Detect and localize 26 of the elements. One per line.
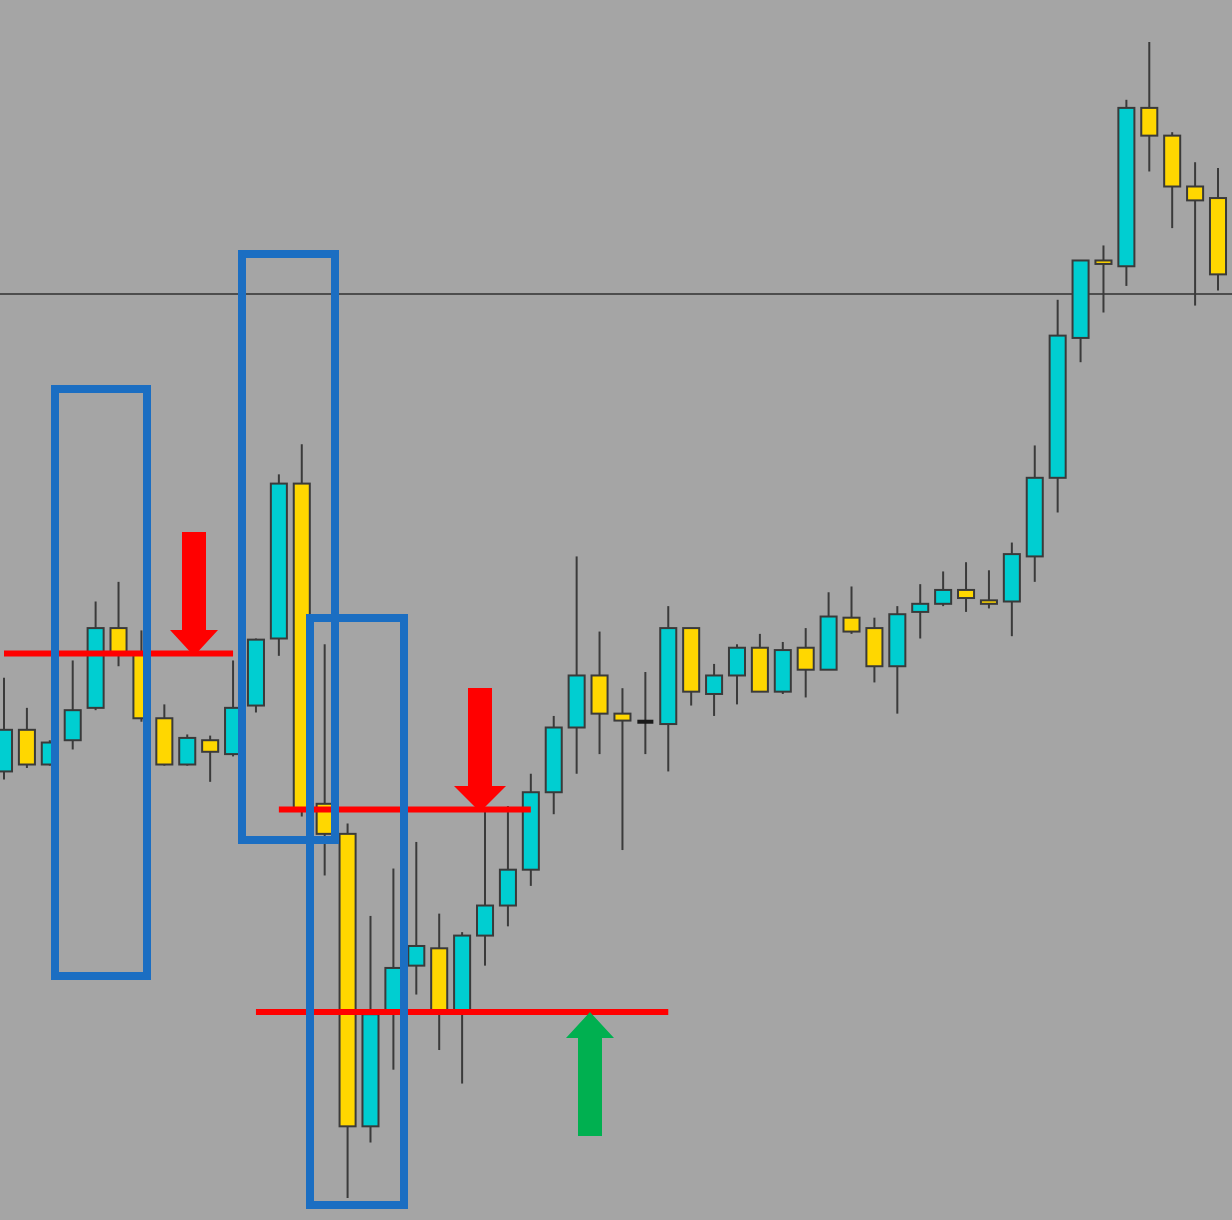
- candlestick: [727, 643, 746, 706]
- candlestick: [1186, 161, 1205, 307]
- candlestick: [155, 703, 174, 767]
- candlestick: [498, 805, 517, 928]
- candlestick: [1140, 41, 1159, 173]
- candlestick: [17, 706, 36, 769]
- candlestick: [613, 687, 632, 852]
- candlestick: [590, 630, 609, 756]
- candlestick: [796, 627, 815, 699]
- candlestick: [63, 659, 82, 751]
- candlestick: [407, 840, 426, 996]
- candlestick: [178, 733, 197, 767]
- candlestick: [1002, 541, 1021, 638]
- candlestick: [979, 569, 998, 610]
- candlestick: [1094, 244, 1113, 314]
- candlestick: [957, 561, 976, 613]
- candlestick: [201, 734, 220, 783]
- candlestick: [842, 585, 861, 635]
- candlestick: [934, 570, 953, 608]
- candlestick: [705, 662, 724, 717]
- candlestick: [773, 640, 792, 695]
- candlestick: [476, 807, 495, 967]
- candlestick: [865, 616, 884, 684]
- candlestick: [911, 583, 930, 640]
- candlestick: [637, 671, 654, 756]
- candlestick: [750, 632, 769, 693]
